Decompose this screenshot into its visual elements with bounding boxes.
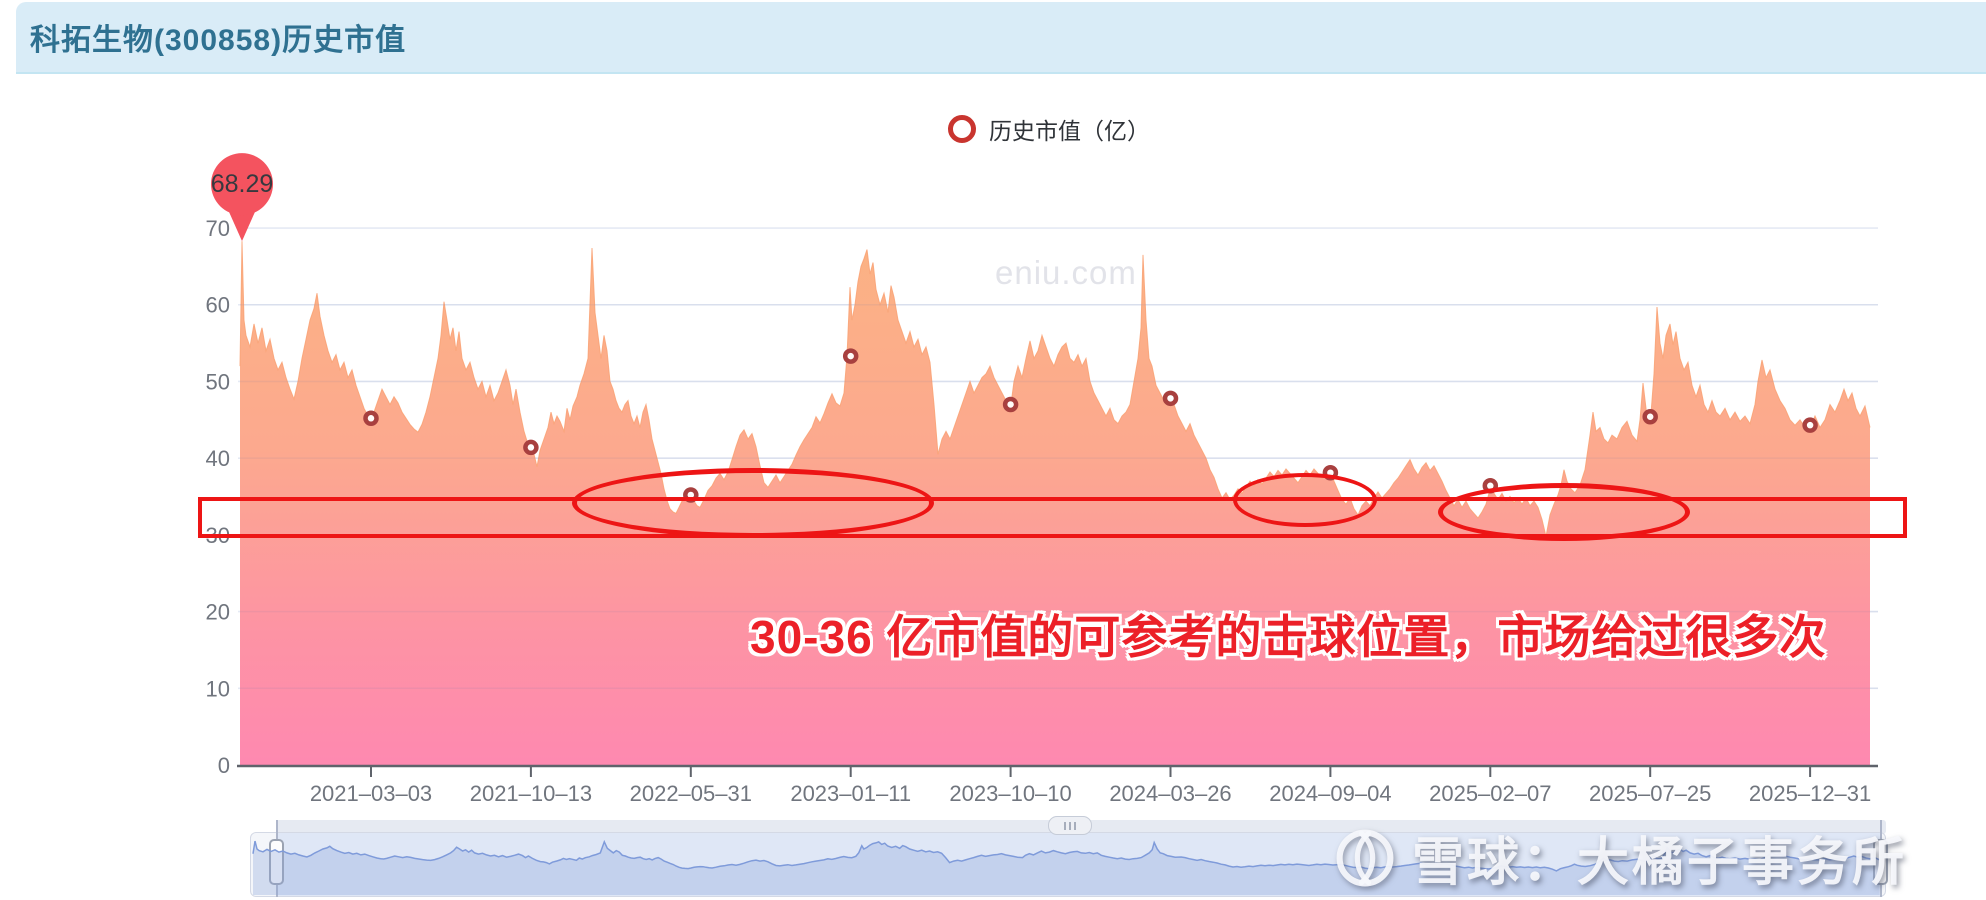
- x-axis-label: 2025–12–31: [1749, 781, 1871, 806]
- navigator-left-handle[interactable]: [269, 839, 284, 885]
- x-axis-label: 2023–01–11: [790, 781, 911, 806]
- y-axis-label: 70: [206, 216, 230, 241]
- xueqiu-watermark: 雪球：大橘子事务所: [1330, 820, 1907, 895]
- y-axis-label: 0: [218, 753, 230, 778]
- data-point-marker: [1002, 396, 1019, 413]
- page-title: 科拓生物(300858)历史市值: [30, 24, 407, 57]
- drag-bar-icon: [1069, 821, 1071, 830]
- ellipse-annotation-2025-dip: [1438, 483, 1690, 541]
- y-axis-label: 20: [206, 600, 230, 625]
- data-point-marker: [363, 410, 379, 427]
- x-axis-label: 2025–02–07: [1429, 781, 1551, 806]
- x-axis-label: 2023–10–10: [949, 781, 1071, 806]
- data-point-marker: [1642, 408, 1658, 425]
- xueqiu-logo-icon: [1336, 829, 1394, 886]
- x-axis-label: 2024–03–26: [1109, 781, 1231, 806]
- x-axis-label: 2021–03–03: [310, 781, 432, 806]
- legend-label: 历史市值（亿）: [989, 118, 1150, 144]
- callout-text: 30-36 亿市值的可参考的击球位置，市场给过很多次: [750, 611, 1827, 663]
- navigator-drag-tab[interactable]: [1048, 816, 1092, 835]
- eniu-watermark: eniu.com: [995, 254, 1137, 291]
- data-point-marker: [1162, 390, 1179, 407]
- legend-circle-icon: [948, 115, 976, 143]
- x-axis-label: 2021–10–13: [470, 781, 592, 806]
- y-axis-label: 40: [206, 446, 230, 471]
- peak-value-label: 68.29: [211, 170, 274, 198]
- data-point-marker: [523, 439, 539, 456]
- ellipse-annotation-2024-dip: [1233, 473, 1377, 527]
- xueqiu-watermark-text: 雪球：大橘子事务所: [1412, 834, 1908, 892]
- y-axis-label: 10: [206, 676, 230, 701]
- legend-item-market-cap[interactable]: 历史市值（亿）: [948, 112, 1150, 146]
- x-axis-label: 2025–07–25: [1589, 781, 1711, 806]
- data-point-marker: [1802, 417, 1818, 433]
- x-axis-label: 2022–05–31: [630, 781, 752, 806]
- y-axis-label: 50: [206, 369, 230, 394]
- title-bar: 科拓生物(300858)历史市值: [16, 2, 1986, 74]
- x-axis-label: 2024–09–04: [1269, 781, 1391, 806]
- ellipse-annotation-2022-dip: [572, 468, 934, 538]
- drag-bar-icon: [1064, 821, 1066, 830]
- drag-bar-icon: [1074, 821, 1076, 830]
- y-axis-label: 60: [206, 293, 230, 318]
- peak-balloon-icon: [211, 153, 273, 216]
- data-point-marker: [842, 348, 859, 364]
